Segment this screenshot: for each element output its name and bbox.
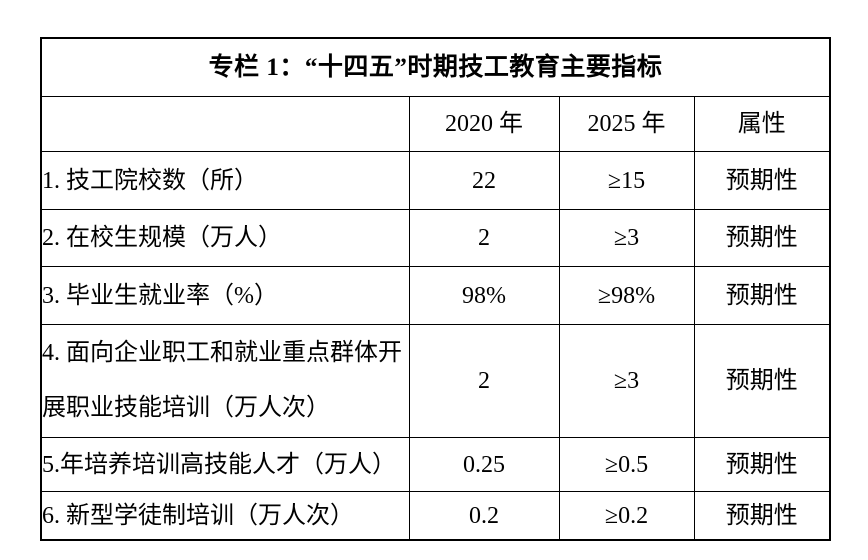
- attribute-value: 预期性: [693, 437, 831, 492]
- value-2025: ≥0.5: [558, 437, 695, 492]
- indicator-label: 4. 面向企业职工和就业重点群体开展职业技能培训（万人次）: [40, 324, 410, 438]
- header-2025: 2025 年: [558, 96, 695, 152]
- indicator-label: 3. 毕业生就业率（%）: [40, 266, 410, 325]
- indicator-label: 2. 在校生规模（万人）: [40, 209, 410, 267]
- value-2025: ≥15: [558, 151, 695, 210]
- table-header-row: 2020 年 2025 年 属性: [40, 96, 831, 152]
- indicator-label: 1. 技工院校数（所）: [40, 151, 410, 210]
- header-2020: 2020 年: [408, 96, 560, 152]
- table-row: 2. 在校生规模（万人） 2 ≥3 预期性: [40, 209, 831, 267]
- value-2025: ≥3: [558, 324, 695, 438]
- header-attribute: 属性: [693, 96, 831, 152]
- header-indicator-blank: [40, 96, 410, 152]
- table-row: 6. 新型学徒制培训（万人次） 0.2 ≥0.2 预期性: [40, 491, 831, 541]
- attribute-value: 预期性: [693, 151, 831, 210]
- table-row: 4. 面向企业职工和就业重点群体开展职业技能培训（万人次） 2 ≥3 预期性: [40, 324, 831, 438]
- indicator-table: 专栏 1：“十四五”时期技工教育主要指标 2020 年 2025 年 属性 1.…: [40, 37, 832, 541]
- indicator-label: 6. 新型学徒制培训（万人次）: [40, 491, 410, 541]
- attribute-value: 预期性: [693, 324, 831, 438]
- table-title: 专栏 1：“十四五”时期技工教育主要指标: [40, 37, 831, 97]
- table-row: 3. 毕业生就业率（%） 98% ≥98% 预期性: [40, 266, 831, 325]
- attribute-value: 预期性: [693, 266, 831, 325]
- value-2020: 2: [408, 324, 560, 438]
- table-row: 1. 技工院校数（所） 22 ≥15 预期性: [40, 151, 831, 210]
- indicator-label: 5.年培养培训高技能人才（万人）: [40, 437, 410, 492]
- value-2020: 0.2: [408, 491, 560, 541]
- table-row: 5.年培养培训高技能人才（万人） 0.25 ≥0.5 预期性: [40, 437, 831, 492]
- value-2020: 2: [408, 209, 560, 267]
- value-2020: 22: [408, 151, 560, 210]
- attribute-value: 预期性: [693, 491, 831, 541]
- table-title-row: 专栏 1：“十四五”时期技工教育主要指标: [40, 37, 831, 97]
- value-2020: 0.25: [408, 437, 560, 492]
- value-2020: 98%: [408, 266, 560, 325]
- value-2025: ≥98%: [558, 266, 695, 325]
- attribute-value: 预期性: [693, 209, 831, 267]
- value-2025: ≥0.2: [558, 491, 695, 541]
- value-2025: ≥3: [558, 209, 695, 267]
